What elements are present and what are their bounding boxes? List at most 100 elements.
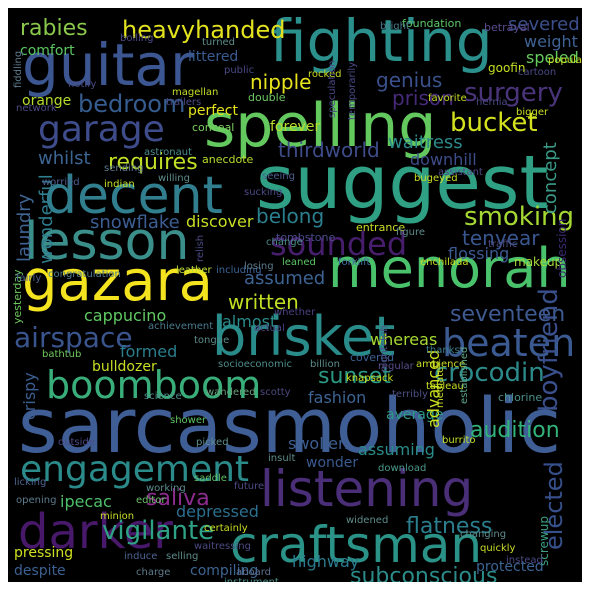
cloud-word: entrance <box>356 221 406 234</box>
cloud-word: worried <box>42 177 80 188</box>
cloud-word: heavyhanded <box>122 16 286 44</box>
cloud-word: rabies <box>20 16 88 41</box>
cloud-word: billion <box>310 359 340 370</box>
cloud-word: ambience <box>416 359 466 370</box>
cloud-word: actual <box>254 323 285 334</box>
cloud-word: beaten <box>442 321 576 365</box>
cloud-word: double <box>248 91 286 104</box>
cloud-word: scotty <box>260 387 291 398</box>
cloud-word: airspace <box>14 321 133 354</box>
cloud-word: induce <box>124 551 158 562</box>
cloud-word: belong <box>256 204 325 228</box>
cloud-word: prison <box>392 86 454 110</box>
cloud-word: relish <box>195 234 206 262</box>
cloud-word: waitressing <box>194 541 251 552</box>
cloud-word: figure <box>396 227 426 238</box>
cloud-word: editor <box>136 495 166 506</box>
cloud-word: fashion <box>308 388 367 407</box>
cloud-word: pressing <box>14 545 74 561</box>
cloud-word: ipecac <box>60 492 112 511</box>
cloud-word: outside <box>58 437 95 448</box>
cloud-word: compiling <box>190 563 259 579</box>
cloud-word: spelling <box>204 91 437 161</box>
cloud-word: bugeyed <box>414 173 458 184</box>
word-cloud: sarcasmoholic suggest spelling fighting … <box>8 8 582 582</box>
cloud-word: forever <box>270 119 321 135</box>
cloud-word: surgery <box>464 78 563 108</box>
cloud-word: thanks <box>426 345 460 356</box>
cloud-word: aboard <box>236 567 272 578</box>
cloud-word: sucking <box>244 187 283 198</box>
cloud-word: thirdworld <box>278 138 380 162</box>
cloud-word: network <box>16 103 57 114</box>
cloud-word: flatness <box>406 514 493 539</box>
cloud-word: socioeconomic <box>218 359 292 370</box>
cloud-word: speled <box>526 48 579 67</box>
cloud-word: insult <box>268 453 296 464</box>
cloud-word: fighting <box>270 8 493 75</box>
cloud-word: bulldozer <box>92 359 157 375</box>
cloud-word: whilst <box>38 148 91 169</box>
cloud-word: brisket <box>212 305 396 368</box>
cloud-word: forklift <box>338 257 371 268</box>
cloud-word: genius <box>376 68 443 92</box>
cloud-word: audition <box>470 418 560 443</box>
cloud-word: bedroom <box>78 90 186 118</box>
cloud-word: tongue <box>194 335 230 346</box>
cloud-word: fiddling <box>13 50 24 88</box>
cloud-word: chlorine <box>498 391 543 404</box>
cloud-word: magellan <box>172 87 219 98</box>
cloud-word: vigilante <box>102 516 215 546</box>
cloud-word: decent <box>44 166 223 226</box>
cloud-word: congratulation <box>48 269 121 280</box>
cloud-word: depressed <box>176 502 259 521</box>
cloud-word: picked <box>196 437 229 448</box>
cloud-word: indian <box>104 179 135 190</box>
cloud-word: conceal <box>192 121 235 134</box>
cloud-word: changing <box>460 529 507 540</box>
cloud-word: assumed <box>244 268 326 289</box>
cloud-word: instead <box>506 555 543 566</box>
cloud-word: seventeen <box>450 302 566 327</box>
cloud-word: saddle <box>194 473 227 484</box>
cloud-word: enchilada <box>420 257 469 268</box>
cloud-word: assistant <box>438 167 483 178</box>
cloud-word: speculation <box>327 60 338 118</box>
cloud-word: nightclub <box>379 325 390 372</box>
cloud-word: craftsman <box>230 516 483 574</box>
cloud-word: opening <box>16 495 57 506</box>
cloud-word: notify <box>68 79 97 90</box>
cloud-word: sunset <box>318 364 391 389</box>
cloud-word: whether <box>274 307 316 318</box>
cloud-word: sarcasmoholic <box>18 381 561 470</box>
cloud-word: download <box>378 463 427 474</box>
cloud-word: wandered <box>206 387 256 398</box>
cloud-word: downhill <box>410 150 477 169</box>
cloud-word: licking <box>14 477 47 488</box>
cloud-word: engagement <box>20 449 250 490</box>
cloud-word: menorah <box>328 237 571 300</box>
cloud-word: terribly <box>392 389 428 400</box>
cloud-word: subconscious <box>350 564 498 583</box>
cloud-word: gazara <box>22 249 213 314</box>
cloud-word: achievement <box>148 321 214 332</box>
cloud-word: favorite <box>428 93 467 104</box>
cloud-word: formed <box>120 342 178 361</box>
cloud-word: science <box>144 391 182 402</box>
cloud-word: trailers <box>166 97 202 108</box>
cloud-word: guitar <box>22 31 194 99</box>
cloud-word: smoking <box>464 202 575 232</box>
cloud-word: knapsack <box>346 373 394 384</box>
cloud-word: written <box>228 290 299 314</box>
cloud-word: garage <box>38 109 165 150</box>
cloud-word: cappucino <box>84 306 167 325</box>
cloud-word: wonder <box>306 455 359 471</box>
cloud-word: boiling <box>120 33 154 44</box>
cloud-word: widened <box>346 515 389 526</box>
cloud-word: orange <box>22 93 72 109</box>
cloud-word: covered <box>350 351 395 364</box>
cloud-word: comfort <box>20 43 75 59</box>
cloud-word: waitress <box>388 132 463 153</box>
cloud-word: charge <box>136 567 171 578</box>
cloud-word: bathtub <box>42 349 82 360</box>
